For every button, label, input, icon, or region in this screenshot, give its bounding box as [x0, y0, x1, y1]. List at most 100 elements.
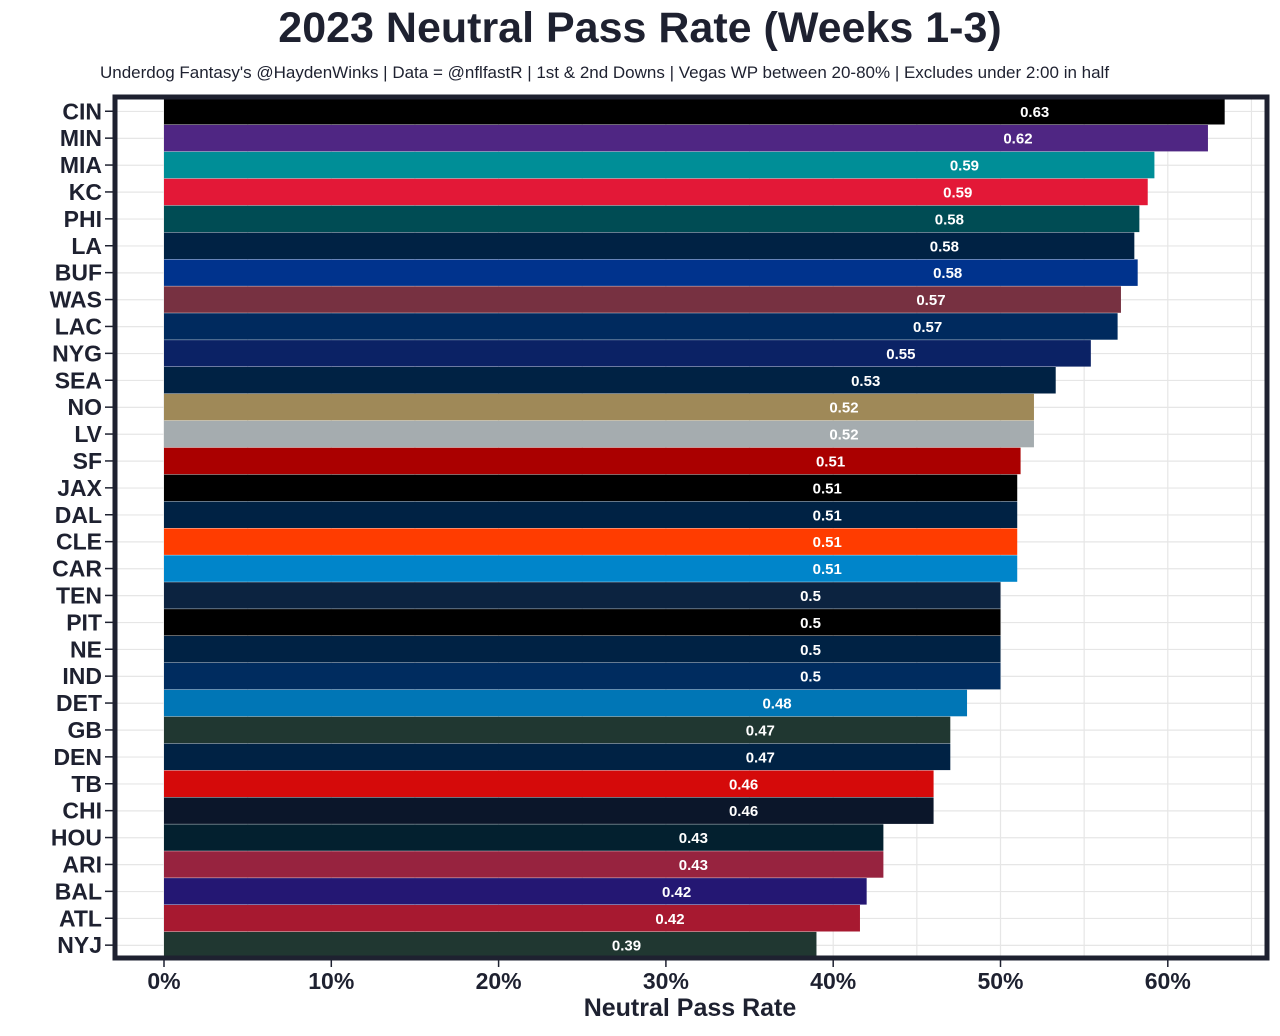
data-label-atl: 0.42 [655, 911, 684, 928]
y-tick-label-lac: LAC [55, 313, 102, 339]
data-label-min: 0.62 [1003, 131, 1032, 148]
y-tick-label-sea: SEA [55, 367, 102, 393]
y-tick-label-no: NO [68, 394, 103, 420]
data-label-no: 0.52 [829, 400, 858, 417]
data-label-den: 0.47 [746, 749, 775, 766]
y-tick-label-ind: IND [62, 663, 102, 689]
data-label-cin: 0.63 [1020, 104, 1049, 121]
bar-dal [164, 501, 1018, 528]
data-label-det: 0.48 [762, 696, 791, 713]
bar-ind [164, 662, 1001, 690]
data-label-dal: 0.51 [813, 507, 842, 524]
y-tick-label-chi: CHI [62, 798, 102, 824]
data-label-lac: 0.57 [913, 319, 942, 336]
data-label-pit: 0.5 [800, 615, 821, 632]
y-tick-label-sf: SF [73, 448, 102, 474]
bar-atl [164, 905, 860, 932]
chart-title: 2023 Neutral Pass Rate (Weeks 1-3) [278, 4, 1002, 52]
x-tick-label: 40% [810, 968, 856, 994]
y-tick-label-gb: GB [68, 717, 103, 743]
y-axis-ticks: CINMINMIAKCPHILABUFWASLACNYGSEANOLVSFJAX… [50, 98, 113, 958]
y-tick-label-nyj: NYJ [57, 932, 102, 958]
data-label-sf: 0.51 [816, 453, 845, 470]
x-tick-label: 60% [1145, 968, 1191, 994]
bar-hou [164, 824, 884, 851]
data-label-hou: 0.43 [679, 830, 708, 847]
bar-nyg [164, 340, 1091, 367]
x-tick-label: 0% [147, 968, 180, 994]
x-tick-label: 30% [643, 968, 689, 994]
y-tick-label-car: CAR [52, 556, 102, 582]
bars [164, 98, 1225, 959]
y-tick-label-phi: PHI [64, 206, 102, 232]
data-label-kc: 0.59 [943, 184, 972, 201]
data-label-cle: 0.51 [813, 534, 842, 551]
y-tick-label-buf: BUF [55, 260, 102, 286]
y-tick-label-nyg: NYG [52, 340, 102, 366]
bar-was [164, 286, 1121, 313]
bar-chi [164, 797, 934, 824]
x-axis-label: Neutral Pass Rate [583, 994, 797, 1022]
data-label-gb: 0.47 [746, 722, 775, 739]
y-tick-label-tb: TB [71, 771, 102, 797]
y-tick-label-dal: DAL [55, 502, 102, 528]
data-label-buf: 0.58 [933, 265, 962, 282]
bar-phi [164, 205, 1140, 233]
x-tick-label: 20% [476, 968, 522, 994]
data-label-was: 0.57 [916, 292, 945, 309]
bar-la [164, 232, 1135, 259]
y-tick-label-min: MIN [60, 125, 102, 151]
y-tick-label-ne: NE [70, 636, 102, 662]
data-label-ten: 0.5 [800, 588, 821, 605]
y-tick-label-jax: JAX [57, 475, 102, 501]
data-label-jax: 0.51 [813, 480, 842, 497]
y-tick-label-kc: KC [69, 179, 102, 205]
data-label-la: 0.58 [930, 238, 959, 255]
x-axis-ticks: 0% 10% 20% 30% 40% 50% 60% [147, 960, 1191, 994]
bar-pit [164, 609, 1001, 636]
y-tick-label-den: DEN [53, 744, 102, 770]
bar-gb [164, 716, 951, 744]
x-tick-label: 10% [308, 968, 354, 994]
bar-buf [164, 259, 1138, 286]
data-label-sea: 0.53 [851, 373, 880, 390]
y-tick-label-atl: ATL [59, 905, 102, 931]
y-tick-label-det: DET [56, 690, 102, 716]
bar-lac [164, 313, 1118, 340]
y-tick-label-hou: HOU [51, 825, 102, 851]
chart-subtitle: Underdog Fantasy's @HaydenWinks | Data =… [100, 63, 1110, 82]
bar-mia [164, 151, 1155, 179]
bar-kc [164, 178, 1148, 206]
data-labels: 0.63 0.62 0.59 0.59 0.58 0.58 0.58 0.57 0.57 0.55… [612, 104, 1049, 955]
y-tick-label-ten: TEN [56, 582, 102, 608]
data-label-ind: 0.5 [800, 669, 821, 686]
y-tick-label-mia: MIA [60, 152, 102, 178]
data-label-tb: 0.46 [729, 776, 758, 793]
bar-min [164, 124, 1208, 152]
y-tick-label-la: LA [71, 233, 102, 259]
y-tick-label-bal: BAL [55, 878, 102, 904]
bar-lv [164, 420, 1034, 448]
bar-cin [164, 98, 1225, 125]
y-tick-label-cin: CIN [62, 98, 102, 124]
x-tick-label: 50% [977, 968, 1023, 994]
data-label-nyj: 0.39 [612, 938, 641, 955]
data-label-ne: 0.5 [800, 642, 821, 659]
data-label-ari: 0.43 [679, 857, 708, 874]
bar-sf [164, 447, 1021, 475]
bar-ari [164, 851, 884, 878]
bar-sea [164, 367, 1056, 394]
data-label-mia: 0.59 [950, 158, 979, 175]
bar-den [164, 743, 951, 771]
bar-tb [164, 770, 934, 797]
bar-bal [164, 878, 867, 905]
data-label-lv: 0.52 [829, 427, 858, 444]
bar-cle [164, 528, 1018, 555]
data-label-bal: 0.42 [662, 884, 691, 901]
bar-jax [164, 474, 1018, 502]
data-label-nyg: 0.55 [886, 346, 915, 363]
y-tick-label-lv: LV [74, 421, 102, 447]
bar-nyj [164, 931, 817, 959]
data-label-phi: 0.58 [935, 211, 964, 228]
